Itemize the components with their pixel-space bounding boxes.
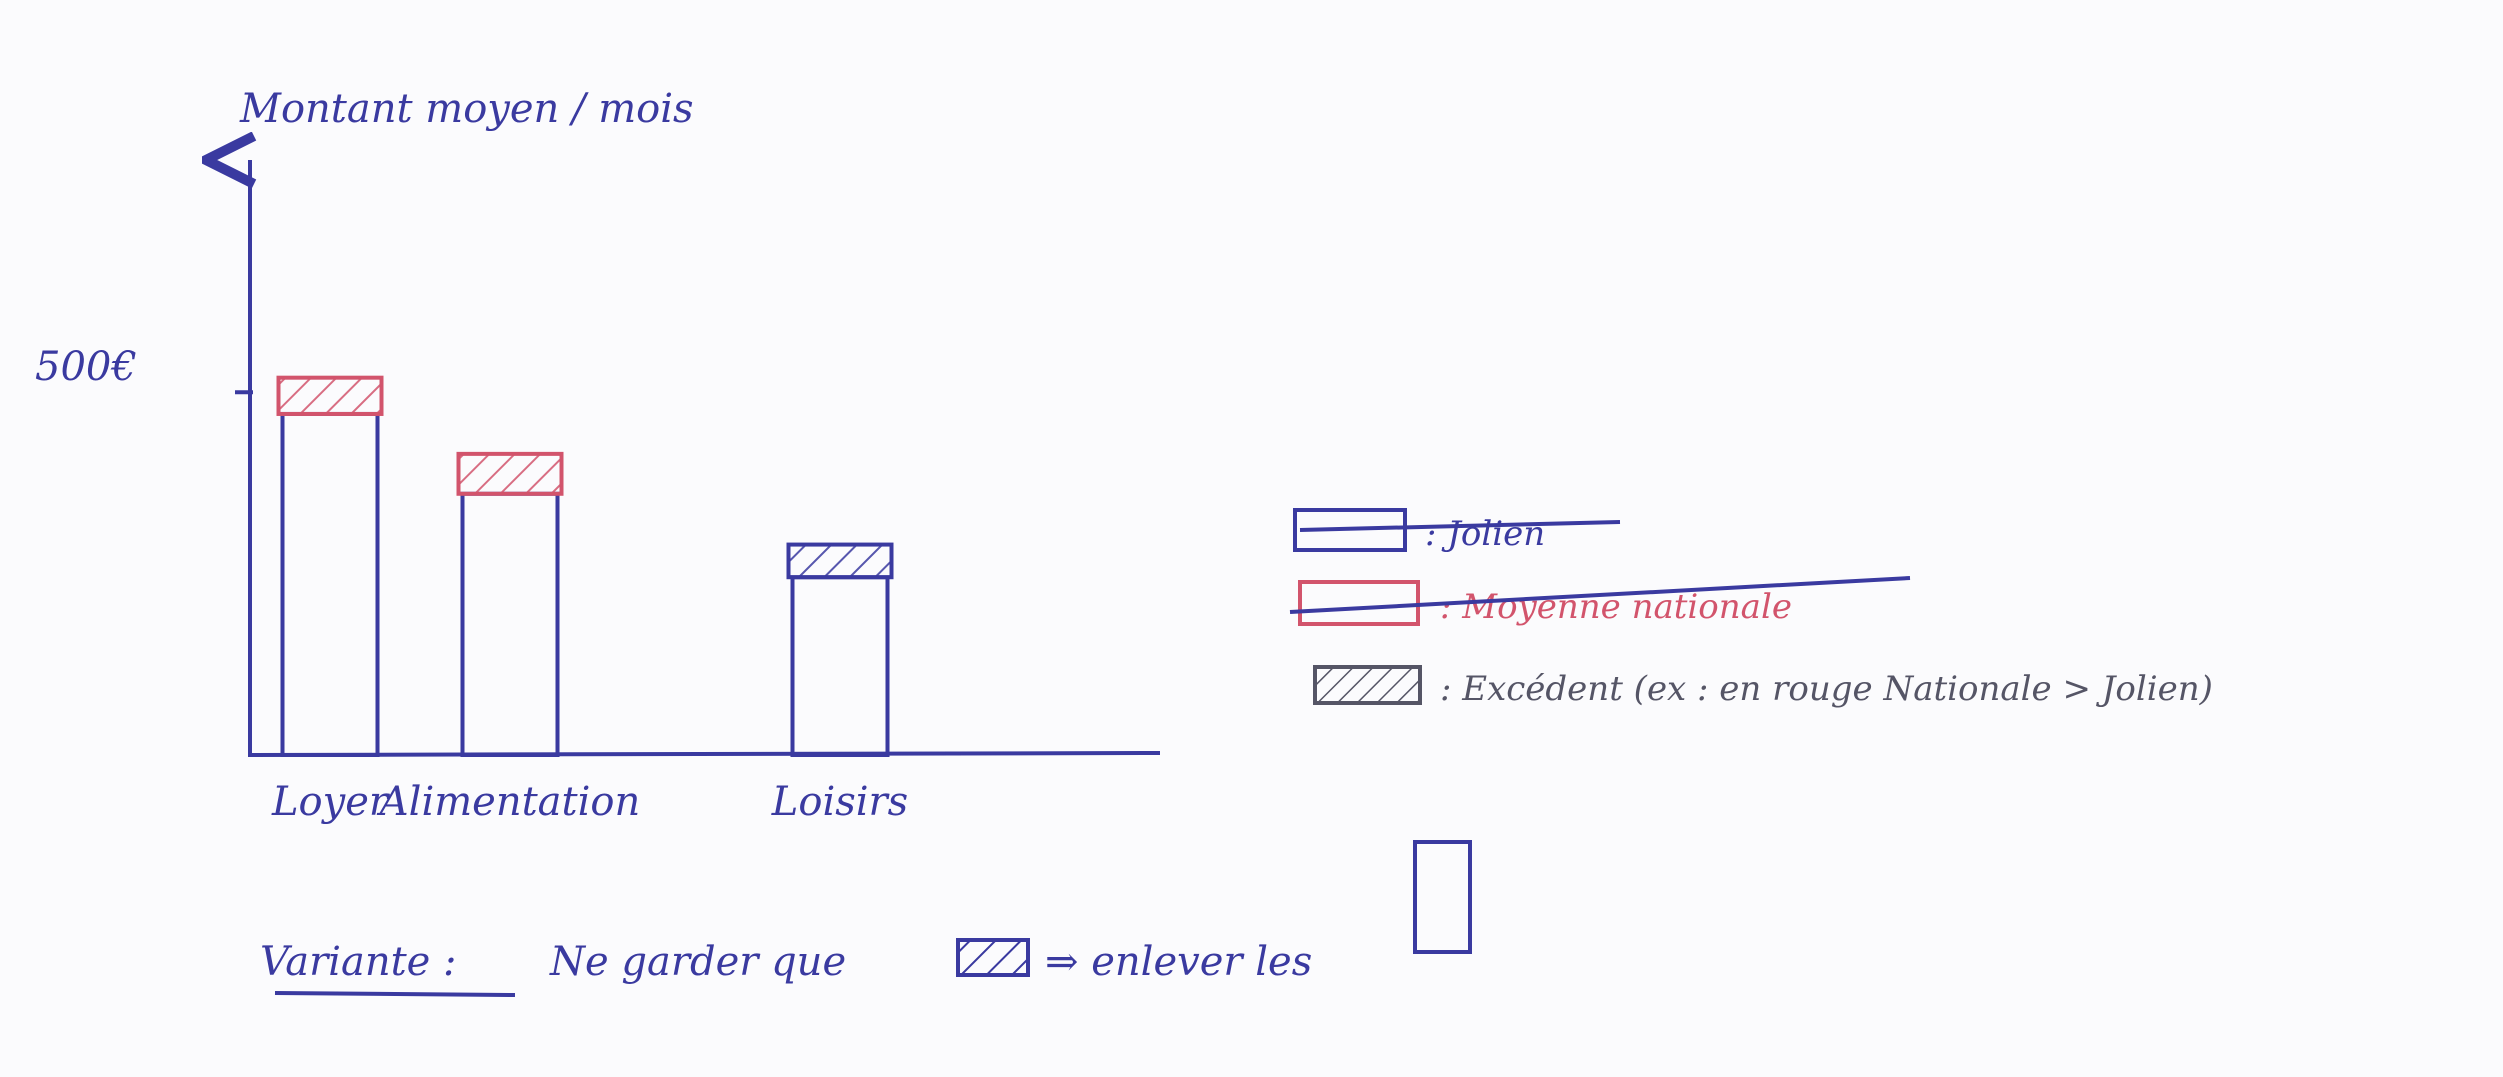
- legend: : Jolien : Moyenne nationale : Excédent …: [1289, 508, 2213, 709]
- footnote-swatch-empty-bar: [1413, 840, 1472, 954]
- footnote-text-1: Ne garder que: [549, 939, 846, 985]
- footnote-swatch-hatched: [956, 938, 1030, 977]
- bar-base-1: [460, 491, 560, 757]
- x-tick-label-0: Loyer: [271, 779, 391, 825]
- x-tick-label-1: Alimentation: [376, 779, 640, 825]
- y-axis-label: Montant moyen / mois: [239, 86, 694, 132]
- legend-swatch-national: [1298, 580, 1420, 626]
- bar-base-2: [790, 575, 890, 757]
- footnote-underline: [274, 991, 516, 997]
- legend-swatch-excess: [1313, 665, 1422, 705]
- footnote-prefix: Variante :: [260, 939, 457, 985]
- legend-swatch-jolien: [1293, 508, 1407, 552]
- x-tick-label-2: Loisirs: [771, 779, 908, 825]
- legend-label-excess: : Excédent (ex : en rouge Nationale > Jo…: [1440, 669, 2213, 709]
- bar-excess-2: [786, 542, 894, 580]
- bar-base-0: [280, 411, 380, 757]
- footnote: Variante : Ne garder que ⇒ enlever les: [260, 840, 1472, 997]
- y-tick-label-500: 500€: [35, 344, 137, 390]
- x-axis-line: [247, 751, 1161, 757]
- legend-strike-national: [1289, 576, 1911, 614]
- footnote-text-2: ⇒ enlever les: [1045, 939, 1312, 985]
- legend-strike-jolien: [1299, 520, 1621, 532]
- bar-excess-0: [276, 375, 384, 416]
- bar-excess-1: [456, 451, 564, 496]
- legend-label-jolien: : Jolien: [1425, 514, 1545, 554]
